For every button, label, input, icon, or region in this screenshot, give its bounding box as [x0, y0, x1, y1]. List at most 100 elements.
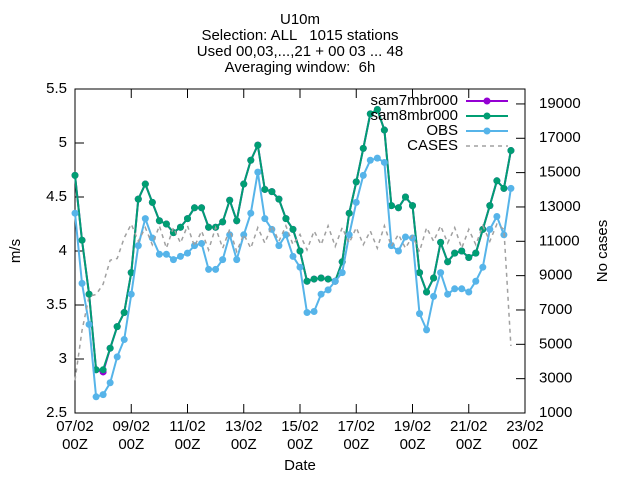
- series-point: [465, 253, 473, 261]
- series-point: [169, 256, 177, 264]
- series-point: [486, 225, 494, 233]
- series-point: [240, 180, 248, 188]
- series-point: [303, 309, 311, 317]
- series-point: [394, 204, 402, 212]
- series-point: [289, 252, 297, 260]
- y-tick-label: 2.5: [46, 404, 67, 421]
- series-point: [191, 204, 199, 212]
- x-tick-label: 09/02 00Z: [112, 418, 150, 453]
- legend-label: sam8mbr000: [370, 107, 458, 124]
- series-point: [92, 393, 100, 401]
- series-point: [352, 178, 360, 186]
- y2-tick-label: 5000: [539, 335, 572, 352]
- y2-tick-label: 15000: [539, 164, 581, 181]
- legend-marker: [483, 97, 491, 105]
- series-point: [324, 286, 332, 294]
- series-point: [458, 285, 466, 293]
- series-point: [99, 391, 107, 399]
- chart-title: Selection: ALL 1015 stations: [201, 27, 398, 44]
- series-point: [317, 290, 325, 298]
- x-tick-label-line: 11/02: [169, 418, 205, 435]
- y-tick-label: 5.5: [46, 80, 67, 97]
- series-point: [247, 156, 255, 164]
- series-point: [106, 344, 114, 352]
- x-tick-label-line: 09/02: [112, 418, 150, 435]
- y2-axis-label: No cases: [594, 220, 611, 283]
- legend-label: OBS: [426, 122, 458, 139]
- series-point: [99, 366, 107, 374]
- series-point: [141, 180, 149, 188]
- series-point: [226, 196, 234, 204]
- series-point: [85, 290, 93, 298]
- series-point: [71, 171, 79, 179]
- series-point: [366, 156, 374, 164]
- series-point: [261, 185, 269, 193]
- legend-marker: [483, 112, 491, 120]
- series-point: [338, 269, 346, 277]
- x-tick-label: 21/02 00Z: [450, 418, 488, 453]
- series-point: [451, 249, 459, 257]
- x-tick-label-line: 19/02: [394, 418, 432, 435]
- series-point: [352, 198, 360, 206]
- series-point: [394, 247, 402, 255]
- y-axis-label: m/s: [7, 239, 24, 263]
- x-tick-label-line: 00Z: [62, 436, 88, 453]
- series-point: [219, 256, 227, 264]
- series-point: [282, 231, 290, 239]
- series-point: [345, 231, 353, 239]
- series-point: [331, 277, 339, 285]
- x-tick-label-line: 00Z: [512, 436, 538, 453]
- series-point: [176, 252, 184, 260]
- series-point: [373, 106, 381, 114]
- x-tick-label: 13/02 00Z: [225, 418, 263, 453]
- y-tick-label: 3.5: [46, 296, 67, 313]
- series-point: [162, 220, 170, 228]
- series-point: [310, 275, 318, 283]
- x-tick-label-line: 23/02: [506, 418, 544, 435]
- x-tick-label-line: 17/02: [337, 418, 375, 435]
- x-tick-label-line: 07/02: [56, 418, 94, 435]
- series-point: [401, 193, 409, 201]
- x-tick-label-line: 00Z: [456, 436, 482, 453]
- series-point: [423, 288, 431, 296]
- x-tick-label-line: 13/02: [225, 418, 263, 435]
- series-point: [458, 247, 466, 255]
- x-tick-label-line: 00Z: [231, 436, 257, 453]
- series-point: [176, 223, 184, 231]
- x-tick-label: 17/02 00Z: [337, 418, 375, 453]
- x-tick-label-line: 15/02: [281, 418, 319, 435]
- series-point: [85, 320, 93, 328]
- series-point: [493, 212, 501, 220]
- x-tick-label: 15/02 00Z: [281, 418, 319, 453]
- y2-tick-label: 13000: [539, 198, 581, 215]
- x-tick-label-line: 00Z: [400, 436, 426, 453]
- series-point: [275, 242, 283, 250]
- series-point: [254, 141, 262, 149]
- series-point: [296, 247, 304, 255]
- y2-tick-label: 19000: [539, 95, 581, 112]
- series-point: [212, 265, 220, 273]
- series-point: [219, 218, 227, 226]
- x-tick-label-line: 00Z: [287, 436, 313, 453]
- series-point: [296, 263, 304, 271]
- series-point: [78, 279, 86, 287]
- series-point: [409, 202, 416, 210]
- series-point: [345, 209, 353, 217]
- series-point: [500, 184, 508, 192]
- series-point: [155, 217, 163, 225]
- series-point: [205, 223, 213, 231]
- series-point: [141, 215, 149, 223]
- y2-tick-label: 11000: [539, 232, 580, 249]
- series-point: [373, 154, 381, 162]
- series-point: [148, 198, 156, 206]
- x-tick-label: 11/02 00Z: [169, 418, 205, 453]
- series-point: [444, 290, 452, 298]
- series-point: [324, 275, 332, 283]
- legend-label: CASES: [407, 137, 458, 154]
- y2-tick-label: 1000: [539, 404, 572, 421]
- chart-title: Averaging window: 6h: [225, 59, 376, 76]
- series-point: [162, 250, 170, 258]
- series-point: [198, 204, 206, 212]
- series-point: [317, 274, 325, 282]
